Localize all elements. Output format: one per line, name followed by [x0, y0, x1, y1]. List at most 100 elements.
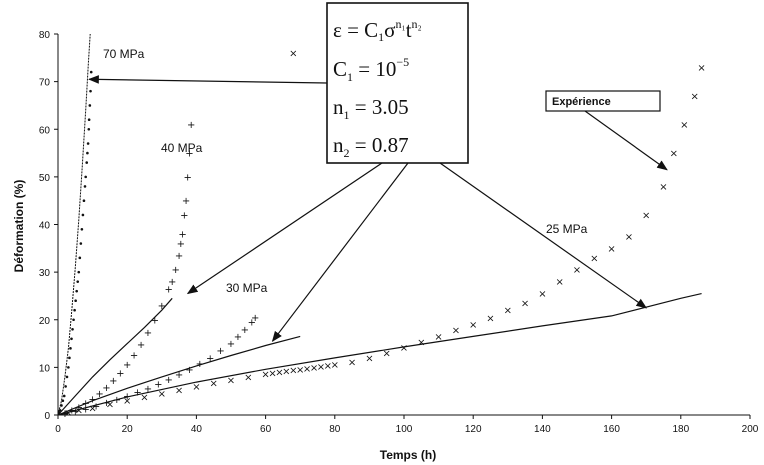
data-point: + [81, 404, 89, 415]
data-point [67, 366, 70, 369]
data-point: × [275, 368, 283, 379]
data-point: + [144, 328, 152, 339]
data-point: + [144, 384, 152, 395]
data-point [85, 161, 89, 164]
data-point [68, 356, 71, 360]
data-point: × [296, 365, 304, 376]
model-line-2 [57, 297, 173, 416]
data-point [78, 256, 82, 260]
data-point: + [185, 365, 193, 376]
data-point: + [102, 383, 110, 394]
data-point: + [187, 120, 195, 131]
data-point: + [68, 406, 76, 417]
y-tick-label: 40 [39, 221, 51, 232]
data-point [83, 185, 87, 188]
data-point [69, 347, 72, 350]
data-point: + [185, 149, 193, 160]
data-point: × [590, 253, 598, 264]
data-point: × [244, 372, 252, 383]
data-point: × [642, 210, 650, 221]
data-point: + [109, 376, 117, 387]
y-ticks: 0 10 20 30 40 50 60 70 80 [39, 30, 58, 422]
data-point [61, 399, 65, 403]
x-tick-label: 60 [260, 424, 272, 435]
data-point [70, 337, 73, 341]
data-point: + [184, 172, 192, 183]
data-point: + [165, 284, 173, 295]
experience-legend: Expérience [545, 90, 661, 112]
data-point: × [192, 382, 200, 393]
data-point: × [282, 367, 290, 378]
data-point [74, 299, 77, 303]
data-point: × [680, 120, 688, 131]
data-point [87, 118, 91, 122]
y-axis-title: Déformation (%) [12, 180, 26, 273]
annotation-arrows [88, 75, 668, 343]
y-tick-label: 80 [39, 30, 51, 41]
data-point [79, 242, 83, 245]
y-tick-label: 60 [39, 125, 51, 136]
y-tick-label: 20 [39, 316, 51, 327]
data-point: + [241, 325, 249, 336]
data-point: + [116, 369, 124, 380]
series-label-30: 30 MPa [226, 281, 268, 295]
data-point: + [133, 388, 141, 399]
data-point: × [75, 406, 83, 417]
data-point: + [130, 350, 138, 361]
data-point: + [75, 402, 83, 413]
data-point: × [486, 313, 494, 324]
data-point: + [234, 332, 242, 343]
x-tick-label: 180 [672, 424, 689, 435]
data-point: × [64, 408, 72, 419]
data-point: × [607, 244, 615, 255]
data-point: × [383, 349, 391, 360]
model-curves [57, 33, 702, 416]
data-point: + [154, 380, 162, 391]
data-point [80, 227, 84, 231]
y-tick-label: 0 [44, 411, 50, 422]
x-tick-label: 20 [122, 424, 134, 435]
experiment-points: +++++++++++++++++++++++++++ + + + + + + + + + + + ++… [57, 49, 706, 420]
data-point: × [504, 306, 512, 317]
data-point: × [348, 358, 356, 369]
data-point: × [469, 320, 477, 331]
equation-box: ε = C1σn₁tn₂ C1 = 10−5 n1 = 3.05 n2 = 0.… [326, 2, 469, 164]
x-tick-label: 120 [465, 424, 482, 435]
data-point: × [227, 376, 235, 387]
x-tick-label: 160 [603, 424, 620, 435]
x-ticks: 0 20 40 60 80 100 120 140 160 180 200 [55, 415, 759, 435]
equation-line-1: ε = C1σn₁tn₂ [333, 17, 422, 44]
data-point: × [625, 232, 633, 243]
data-point: + [88, 394, 96, 405]
data-point: + [95, 389, 103, 400]
experience-legend-label: Expérience [552, 96, 611, 108]
data-point: + [175, 251, 183, 262]
data-point: × [140, 392, 148, 403]
data-point [62, 394, 66, 398]
data-point: + [113, 395, 121, 406]
data-point [89, 70, 93, 74]
data-point: × [556, 277, 564, 288]
series-label-70: 70 MPa [103, 47, 145, 61]
data-point [86, 142, 90, 145]
data-point: + [171, 265, 179, 276]
data-point: × [434, 332, 442, 343]
data-point [57, 411, 61, 414]
data-point: + [182, 196, 190, 207]
data-point: + [206, 353, 214, 364]
data-point: + [123, 360, 131, 371]
data-point [72, 318, 75, 322]
x-tick-label: 40 [191, 424, 203, 435]
x-tick-label: 140 [534, 424, 551, 435]
data-point: + [123, 391, 131, 402]
data-point: + [158, 301, 166, 312]
data-point: × [400, 343, 408, 354]
data-point [64, 385, 67, 388]
data-point: × [303, 364, 311, 375]
data-point [89, 89, 92, 93]
data-point: × [331, 360, 339, 371]
y-tick-label: 10 [39, 363, 51, 374]
data-point: × [317, 362, 325, 373]
data-point: × [690, 91, 698, 102]
